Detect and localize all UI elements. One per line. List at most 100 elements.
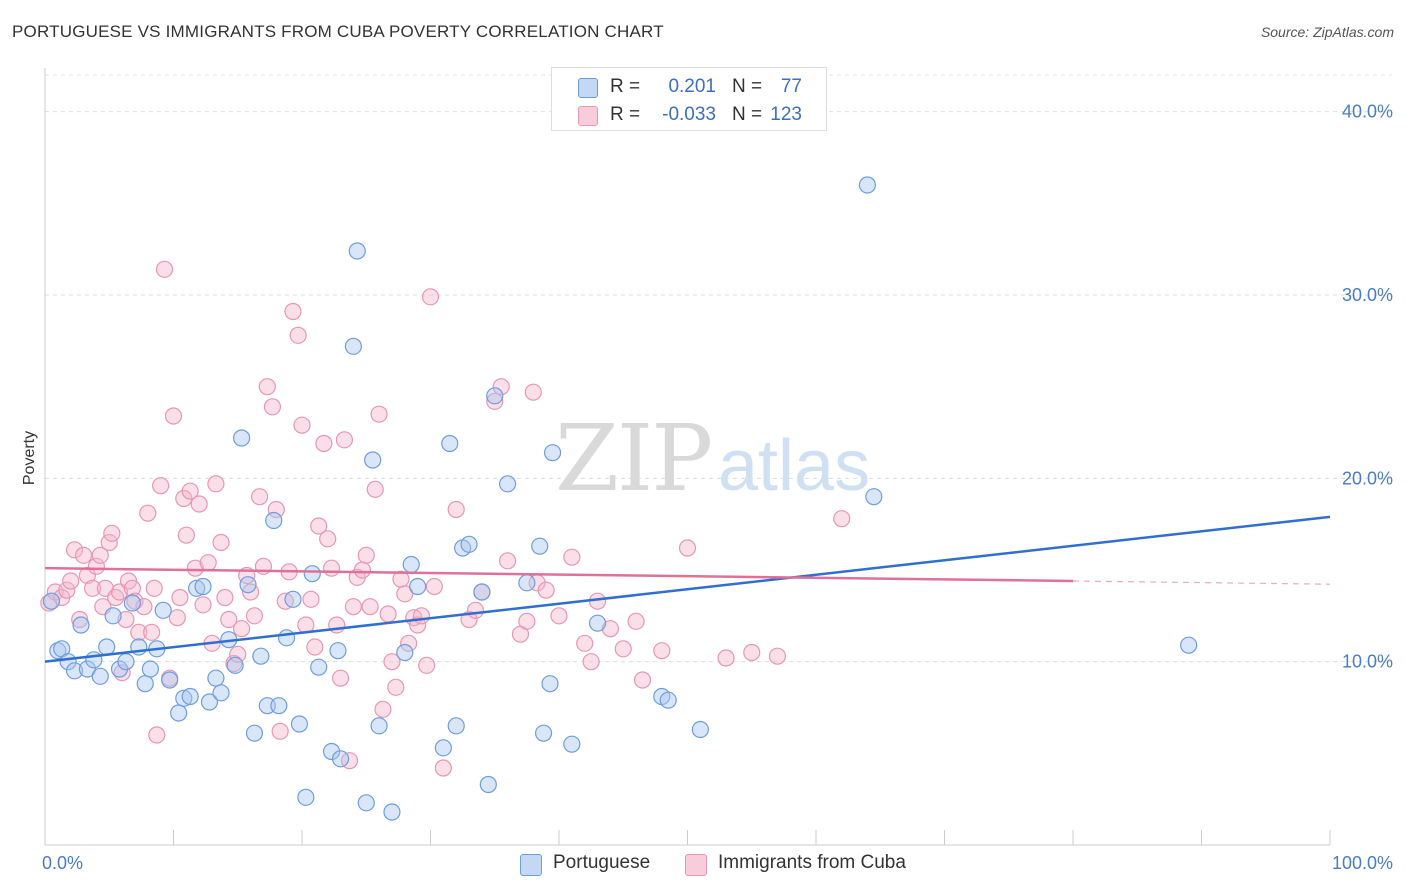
y-tick-label: 20.0% xyxy=(1342,468,1393,488)
legend-row-cuba: R = -0.033 N = 123 xyxy=(552,101,826,129)
cuba-trend-line xyxy=(44,566,1074,583)
portuguese-point xyxy=(188,579,206,597)
cuba-point xyxy=(130,623,148,641)
portuguese-point xyxy=(290,715,309,733)
portuguese-point xyxy=(409,577,427,596)
portuguese-point xyxy=(531,537,549,555)
cuba-point xyxy=(164,407,183,425)
y-tick-label: 10.0% xyxy=(1342,652,1393,672)
portuguese-point xyxy=(486,387,504,405)
portuguese-point xyxy=(563,735,581,753)
cuba-point xyxy=(143,623,161,641)
portuguese-point xyxy=(460,535,478,553)
cuba-point xyxy=(233,620,251,638)
cuba-point xyxy=(315,434,333,453)
portuguese-point xyxy=(396,643,414,662)
portuguese-point xyxy=(136,675,154,693)
cuba-point xyxy=(123,579,141,597)
portuguese-point xyxy=(441,434,459,453)
cuba-point xyxy=(220,610,238,629)
cuba-point xyxy=(194,596,212,614)
cuba-point xyxy=(563,548,581,566)
portuguese-point xyxy=(518,574,536,592)
portuguese-point xyxy=(865,488,883,506)
y-tick-label: 40.0% xyxy=(1342,102,1393,122)
cuba-point xyxy=(627,612,645,630)
portuguese-point xyxy=(357,794,375,812)
portuguese-point xyxy=(588,614,607,632)
cuba-point xyxy=(171,588,189,607)
legend-n-label: N = xyxy=(732,76,763,97)
legend-n-value: 123 xyxy=(770,104,802,125)
legend-swatch-blue xyxy=(578,78,598,98)
cuba-trend-extension xyxy=(1072,580,1331,585)
portuguese-point xyxy=(226,656,244,674)
trend-lines xyxy=(44,515,1331,663)
cuba-point xyxy=(833,510,851,528)
legend-r-value: -0.033 xyxy=(662,104,716,125)
cuba-point xyxy=(319,530,337,548)
portuguese-point xyxy=(194,577,212,596)
portuguese-point xyxy=(170,704,188,722)
cuba-point xyxy=(678,539,697,557)
portuguese-point xyxy=(239,576,257,594)
cuba-point xyxy=(145,579,163,597)
x-tick-label: 100.0% xyxy=(1332,853,1393,873)
portuguese-point xyxy=(245,724,264,742)
cuba-point xyxy=(40,594,58,612)
portuguese-point xyxy=(123,594,141,612)
cuba-point xyxy=(181,482,199,500)
legend-row-portuguese: R = 0.201 N = 77 xyxy=(552,73,826,101)
portuguese-point xyxy=(104,607,122,625)
portuguese-point xyxy=(370,717,388,735)
cuba-point xyxy=(614,640,632,658)
cuba-point xyxy=(374,700,392,718)
cuba-point xyxy=(103,524,121,542)
cuba-point xyxy=(152,477,170,495)
cuba-point xyxy=(258,378,276,396)
portuguese-point xyxy=(85,651,103,669)
cuba-point xyxy=(284,302,302,321)
cuba-point xyxy=(550,607,568,625)
cuba-point xyxy=(361,598,379,616)
cuba-point xyxy=(216,588,234,607)
legend-r-label: R = xyxy=(610,104,641,125)
cuba-point xyxy=(293,416,311,434)
cuba-point xyxy=(139,504,157,522)
portuguese-point xyxy=(479,775,497,794)
portuguese-point xyxy=(161,671,179,689)
portuguese-point xyxy=(434,739,452,757)
cuba-point xyxy=(418,656,436,674)
cuba-point xyxy=(387,678,405,696)
cuba-point xyxy=(447,500,465,519)
portuguese-point xyxy=(207,669,225,687)
watermark-zip: ZIP xyxy=(555,405,711,512)
cuba-point xyxy=(357,546,375,564)
cuba-point xyxy=(267,500,285,519)
cuba-point xyxy=(412,607,431,625)
portuguese-point xyxy=(1180,636,1198,654)
cuba-point xyxy=(492,378,510,396)
source-note: Source: ZipAtlas.com xyxy=(1260,24,1394,40)
cuba-point xyxy=(335,431,354,449)
cuba-point xyxy=(190,495,208,513)
cuba-point xyxy=(126,592,144,610)
cuba-point xyxy=(310,517,328,535)
cuba-point xyxy=(289,326,307,344)
portuguese-point xyxy=(270,697,288,715)
chart-title: PORTUGUESE VS IMMIGRANTS FROM CUBA POVER… xyxy=(12,22,664,41)
portuguese-point xyxy=(473,583,491,601)
cuba-point xyxy=(370,405,388,423)
portuguese-point xyxy=(181,687,199,706)
bottom-legend-label: Immigrants from Cuba xyxy=(718,852,906,873)
cuba-point xyxy=(601,620,620,638)
y-axis-title: Poverty xyxy=(21,431,38,485)
cuba-point xyxy=(271,722,289,740)
cuba-point xyxy=(168,609,186,627)
portuguese-point xyxy=(200,693,219,711)
portuguese-point xyxy=(329,642,347,660)
portuguese-point xyxy=(98,638,116,656)
portuguese-point xyxy=(348,242,366,260)
portuguese-point xyxy=(322,742,341,761)
cuba-point xyxy=(58,581,76,599)
